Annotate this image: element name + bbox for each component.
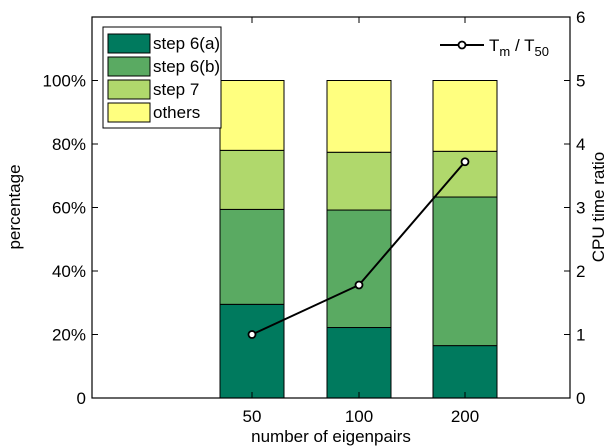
legend-swatch-3 (107, 102, 151, 123)
y-tick-label: 20% (52, 326, 86, 345)
y2-tick-label: 6 (576, 8, 585, 27)
legend-stack: step 6(a) step 6(b) step 7 others (102, 26, 222, 129)
y2-axis-label: CPU time ratio (589, 152, 608, 263)
x-tick-label: 50 (243, 407, 262, 426)
bar-segment-200-0 (432, 345, 498, 399)
legend-line: Tm / T50 (440, 36, 549, 59)
legend-swatch-1 (107, 56, 151, 77)
y2-tick-label: 5 (576, 72, 585, 91)
legend-line-label: Tm / T50 (489, 36, 549, 59)
bar-segment-100-1 (326, 209, 392, 329)
cpu-ratio-point-100 (354, 280, 364, 290)
bar-segment-50-1 (219, 208, 285, 305)
line-layer (247, 157, 470, 339)
bars-layer (219, 80, 498, 399)
bar-segment-50-3 (219, 80, 285, 151)
y2-tick-label: 4 (576, 135, 585, 154)
bar-segment-100-2 (326, 151, 392, 211)
legend-line-main: T (489, 36, 499, 55)
x-tick-label: 100 (345, 407, 373, 426)
bar-segment-200-3 (432, 80, 498, 152)
y2-tick-label: 0 (576, 389, 585, 408)
legend-line-sub1: m (499, 44, 510, 59)
bar-segment-100-3 (326, 80, 392, 153)
bar-segment-100-0 (326, 327, 392, 399)
ticks-layer: 0 20% 40% 60% 80% 100% 0 1 2 3 4 5 6 50 100 200 (43, 8, 586, 426)
legend-label-1: step 6(b) (153, 57, 220, 76)
y-axis-label: percentage (5, 164, 24, 249)
y-tick-label: 100% (43, 72, 86, 91)
x-tick-label: 200 (451, 407, 479, 426)
x-axis-label: number of eigenpairs (251, 427, 411, 446)
bar-segment-50-2 (219, 149, 285, 210)
y-tick-label: 80% (52, 135, 86, 154)
legend-line-marker (457, 40, 467, 50)
legend-line-sub2: 50 (534, 44, 548, 59)
legend-line-mid: / T (510, 36, 534, 55)
legend-swatch-0 (107, 33, 151, 54)
cpu-ratio-point-50 (247, 330, 257, 339)
y2-tick-label: 2 (576, 262, 585, 281)
y-tick-label: 60% (52, 199, 86, 218)
legend-swatch-2 (107, 79, 151, 100)
bar-segment-200-1 (432, 196, 498, 347)
y2-tick-label: 1 (576, 326, 585, 345)
legend-label-3: others (153, 103, 200, 122)
y-tick-label: 0 (77, 389, 86, 408)
cpu-ratio-point-200 (460, 157, 470, 167)
y-tick-label: 40% (52, 262, 86, 281)
y2-tick-label: 3 (576, 199, 585, 218)
legend-label-2: step 7 (153, 80, 199, 99)
bar-segment-50-0 (219, 303, 285, 399)
legend-label-0: step 6(a) (153, 34, 220, 53)
